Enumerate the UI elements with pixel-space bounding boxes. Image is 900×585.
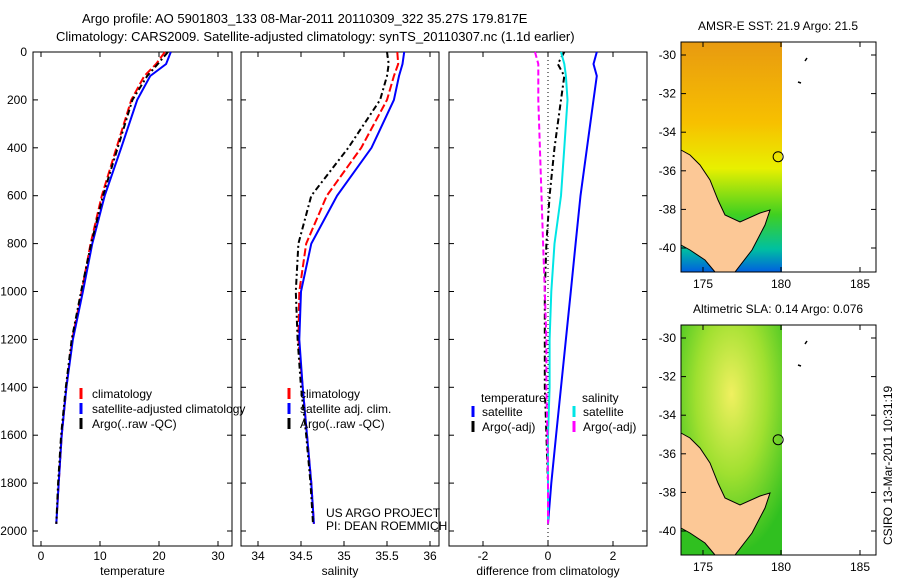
x-tick-label: 30 [211,549,225,563]
legend-label: Argo(-adj) [583,420,636,434]
pi-label: PI: DEAN ROEMMICH [326,519,447,533]
x-axis-label: temperature [100,564,165,578]
legend-label: satellite [583,405,624,419]
map-title: AMSR-E SST: 21.9 Argo: 21.5 [698,19,858,33]
legend-title-salinity: salinity [582,391,619,405]
sla-map-panel: Altimetric SLA: 0.14 Argo: 0.076 175 180 18… [659,302,877,574]
y-tick-label: 1000 [0,285,27,299]
title-line2: Climatology: CARS2009. Satellite-adjuste… [56,29,575,44]
x-tick-label: 36 [423,549,437,563]
x-tick-label: 35.5 [375,549,399,563]
legend-label: satellite adj. clim. [300,402,391,416]
project-label: US ARGO PROJECT [326,506,441,520]
series-line-argo-raw-qc- [55,51,169,524]
axes-box [240,51,440,547]
legend-title-temperature: temperature [481,391,546,405]
series-line-argo-adj- [534,51,549,524]
kermadec-islands [797,57,808,84]
map-y-tick-label: -40 [659,241,677,255]
x-tick-label: 2 [610,549,617,563]
series-line-climatology [55,51,166,524]
series-line-satellite [547,51,598,524]
map-y-tick-label: -34 [659,125,677,139]
float-position-marker [772,151,784,163]
y-tick-label: 0 [20,45,27,59]
new-zealand-landmass [680,432,771,556]
map-y-tick-label: -38 [659,485,677,499]
sst-map-panel: AMSR-E SST: 21.9 Argo: 21.5 175 180 185 -30 -… [659,19,877,291]
legend-label: Argo(..raw -QC) [300,417,385,431]
y-tick-label: 1400 [0,380,27,394]
legend-label: climatology [300,387,360,401]
axes-box [32,51,233,547]
map-axes-box [680,41,877,273]
map-y-tick-label: -30 [659,48,677,62]
x-tick-label: 10 [93,549,107,563]
map-y-tick-label: -32 [659,87,677,101]
map-x-tick-label: 185 [850,560,870,574]
temperature-panel: 0 10 20 30 temperature 0 200 400 600 800 1000 1200 1… [0,45,245,578]
legend-label: Argo(..raw -QC) [92,417,177,431]
map-y-tick-label: -32 [659,370,677,384]
x-axis-label: difference from climatology [476,564,619,578]
map-y-tick-label: -36 [659,447,677,461]
map-x-tick-label: 185 [850,277,870,291]
x-tick-label: -2 [478,549,489,563]
map-axes-box [680,324,877,556]
x-tick-label: 35 [337,549,351,563]
legend-label: satellite-adjusted climatology [92,402,245,416]
x-tick-label: 0 [38,549,45,563]
x-tick-label: 20 [152,549,166,563]
map-x-tick-label: 180 [771,277,791,291]
y-tick-label: 1200 [0,332,27,346]
y-tick-label: 600 [7,189,27,203]
y-tick-label: 2000 [0,524,27,538]
series-line-satellite-adj-clim- [298,51,406,524]
map-y-tick-label: -38 [659,202,677,216]
float-position-marker [772,434,784,446]
map-title: Altimetric SLA: 0.14 Argo: 0.076 [693,302,863,316]
legend-label: satellite [482,405,523,419]
map-y-tick-label: -36 [659,164,677,178]
y-tick-label: 1600 [0,428,27,442]
map-y-tick-label: -40 [659,524,677,538]
title-line1: Argo profile: AO 5901803_133 08-Mar-2011… [82,11,528,26]
map-x-tick-label: 180 [771,560,791,574]
x-tick-label: 0 [545,549,552,563]
legend-label: Argo(-adj) [482,420,535,434]
legend-label: climatology [92,387,152,401]
series-line-argo-raw-qc- [294,51,390,524]
kermadec-islands [797,340,808,367]
new-zealand-landmass [680,149,771,273]
map-x-tick-label: 175 [693,277,713,291]
y-tick-label: 200 [7,93,27,107]
y-tick-label: 1800 [0,476,27,490]
x-axis-label: salinity [322,564,359,578]
map-y-tick-label: -34 [659,408,677,422]
y-tick-label: 400 [7,141,27,155]
series-line-satellite-adjusted-climatology [55,51,172,524]
footer-timestamp: CSIRO 13-Mar-2011 10:31:19 [881,385,895,545]
map-x-tick-label: 175 [693,560,713,574]
y-tick-label: 800 [7,237,27,251]
salinity-panel: 34 34.5 35 35.5 36 salinity climatologysatelli… [240,51,440,578]
x-tick-label: 34.5 [289,549,313,563]
map-y-tick-label: -30 [659,331,677,345]
x-tick-label: 34 [251,549,265,563]
